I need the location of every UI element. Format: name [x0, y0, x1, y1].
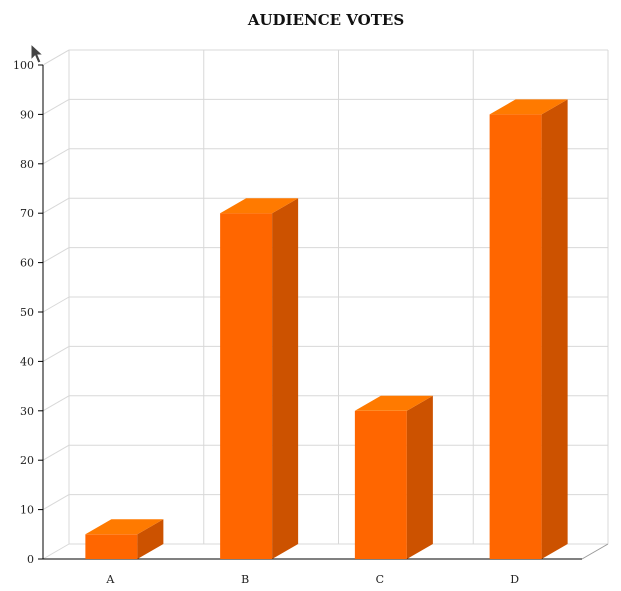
grid-line-diagonal: [42, 444, 70, 461]
chart-title: AUDIENCE VOTES: [247, 11, 404, 29]
axis-labels: 0 10 20 30 40 50 60 70 80 90 100 A B C D: [13, 59, 519, 586]
bar-b: [220, 198, 299, 559]
grid-line-diagonal: [42, 98, 70, 115]
floor-edge: [581, 543, 609, 560]
bar-d: [489, 99, 568, 560]
y-tick-label: 70: [20, 207, 34, 220]
grid-line-diagonal: [42, 247, 70, 264]
bar-front: [489, 114, 542, 560]
grid-line-diagonal: [42, 197, 70, 214]
bar-side: [406, 395, 433, 559]
bar-front: [220, 213, 273, 559]
y-tick-label: 80: [20, 158, 34, 171]
bar-front: [354, 410, 407, 559]
y-tick-label: 40: [20, 355, 34, 368]
bar-c: [354, 395, 433, 559]
bar-side: [272, 198, 299, 559]
bar-front: [85, 534, 138, 559]
bar-side: [541, 99, 568, 560]
y-tick-label: 90: [20, 108, 34, 121]
grid-line-diagonal: [42, 296, 70, 313]
bar-top: [85, 519, 164, 535]
bar-top: [354, 395, 433, 411]
bar-a: [85, 519, 164, 559]
x-category-label: D: [510, 573, 519, 586]
bar-side: [137, 519, 164, 559]
x-category-label: A: [105, 573, 115, 586]
y-tick-label: 30: [20, 405, 34, 418]
y-tick-label: 10: [20, 504, 34, 517]
grid-line-diagonal: [42, 494, 70, 511]
bars: [85, 99, 568, 560]
grid-line-diagonal: [42, 543, 70, 560]
y-tick-label: 20: [20, 454, 34, 467]
x-category-label: C: [376, 573, 384, 586]
grid-line-diagonal: [42, 345, 70, 362]
pointer-cursor-icon: [30, 42, 45, 64]
y-tick-label: 60: [20, 257, 34, 270]
y-tick-label: 0: [27, 553, 34, 566]
grid-line-diagonal: [42, 395, 70, 412]
wall-top-edge: [42, 49, 70, 66]
bar-top: [489, 99, 568, 115]
x-category-label: B: [241, 573, 249, 586]
grid-line-diagonal: [42, 148, 70, 165]
bar-top: [220, 198, 299, 214]
y-tick-label: 50: [20, 306, 34, 319]
y-tick-label: 100: [13, 59, 34, 72]
